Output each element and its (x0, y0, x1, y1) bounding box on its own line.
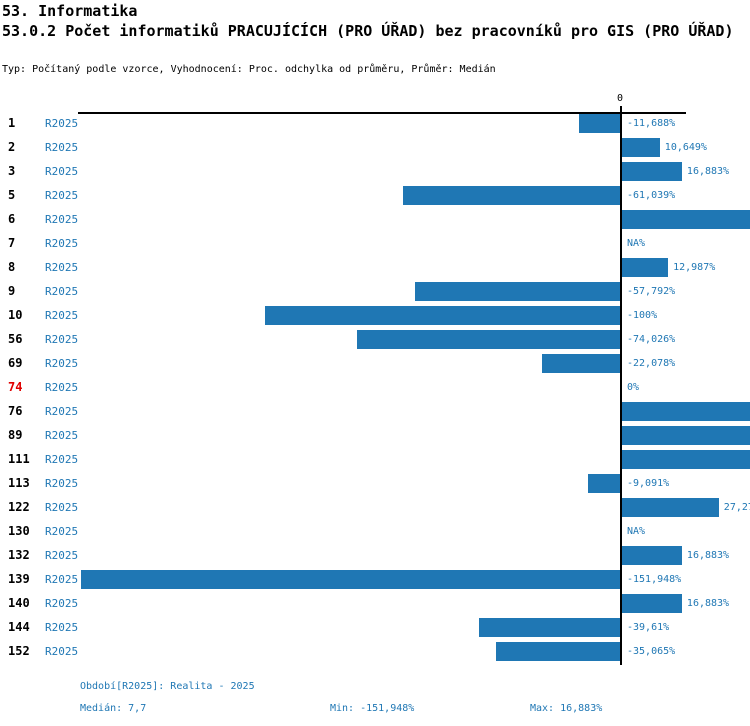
row-number: 76 (8, 404, 23, 418)
bar (622, 258, 669, 277)
value-label: -39,61% (627, 622, 670, 633)
footer-max: Max: 16,883% (530, 703, 603, 714)
period-link[interactable]: R2025 (45, 117, 79, 130)
value-label: NA% (627, 238, 646, 249)
value-label: 10,649% (664, 142, 707, 153)
period-link[interactable]: R2025 (45, 573, 79, 586)
bar (265, 306, 620, 325)
value-label: 16,883% (686, 598, 730, 609)
row-number: 5 (8, 188, 16, 202)
value-label: 12,987% (673, 262, 716, 273)
value-label: -74,026% (627, 334, 676, 345)
bar (414, 282, 620, 301)
value-label: 16,883% (686, 166, 730, 177)
zero-axis-label: 0 (617, 93, 624, 104)
period-link[interactable]: R2025 (45, 357, 79, 370)
row-number: 122 (8, 500, 30, 514)
period-link[interactable]: R2025 (45, 429, 79, 442)
row-number: 1 (8, 116, 16, 130)
period-link[interactable]: R2025 (45, 261, 79, 274)
period-link[interactable]: R2025 (45, 621, 79, 634)
bar (622, 594, 682, 613)
period-link[interactable]: R2025 (45, 645, 79, 658)
bar (578, 114, 620, 133)
bar (622, 210, 750, 229)
bar (622, 426, 750, 445)
row-number: 111 (8, 452, 30, 466)
bar (622, 546, 682, 565)
period-link[interactable]: R2025 (45, 381, 79, 394)
value-label: 27,27 (723, 502, 750, 513)
row-number: 9 (8, 284, 16, 298)
row-number: 56 (8, 332, 23, 346)
row-number: 132 (8, 548, 30, 562)
row-number: 7 (8, 236, 16, 250)
bar (622, 450, 750, 469)
value-label: 0% (627, 382, 640, 393)
value-label: NA% (627, 526, 646, 537)
bar (622, 138, 660, 157)
report-section-title: 53. Informatika (2, 2, 138, 20)
row-number: 8 (8, 260, 16, 274)
period-link[interactable]: R2025 (45, 333, 79, 346)
row-number: 130 (8, 524, 30, 538)
footer-period: Období[R2025]: Realita - 2025 (80, 681, 255, 692)
period-link[interactable]: R2025 (45, 165, 79, 178)
value-label: -100% (627, 310, 658, 321)
bar (587, 474, 620, 493)
chart-top-border (78, 112, 686, 114)
period-link[interactable]: R2025 (45, 453, 79, 466)
zero-axis-line (620, 106, 622, 665)
bar (541, 354, 620, 373)
period-link[interactable]: R2025 (45, 525, 79, 538)
row-number: 140 (8, 596, 30, 610)
bar (622, 402, 750, 421)
period-link[interactable]: R2025 (45, 285, 79, 298)
period-link[interactable]: R2025 (45, 477, 79, 490)
period-link[interactable]: R2025 (45, 213, 79, 226)
value-label: -151,948% (627, 574, 682, 585)
row-number: 10 (8, 308, 23, 322)
period-link[interactable]: R2025 (45, 189, 79, 202)
period-link[interactable]: R2025 (45, 237, 79, 250)
period-link[interactable]: R2025 (45, 309, 79, 322)
value-label: -22,078% (627, 358, 676, 369)
value-label: -57,792% (627, 286, 676, 297)
row-number: 152 (8, 644, 30, 658)
period-link[interactable]: R2025 (45, 405, 79, 418)
row-number: 2 (8, 140, 16, 154)
row-number: 74 (8, 380, 23, 394)
bar (622, 498, 719, 517)
row-number: 89 (8, 428, 23, 442)
report-indicator-title: 53.0.2 Počet informatiků PRACUJÍCÍCH (PR… (2, 22, 734, 40)
row-number: 144 (8, 620, 30, 634)
period-link[interactable]: R2025 (45, 501, 79, 514)
bar (80, 570, 620, 589)
value-label: -11,688% (627, 118, 676, 129)
period-link[interactable]: R2025 (45, 597, 79, 610)
row-number: 6 (8, 212, 16, 226)
row-number: 113 (8, 476, 30, 490)
bar (479, 618, 620, 637)
indicator-meta-line: Typ: Počítaný podle vzorce, Vyhodnocení:… (2, 64, 496, 75)
period-link[interactable]: R2025 (45, 549, 79, 562)
value-label: -61,039% (627, 190, 676, 201)
row-number: 69 (8, 356, 23, 370)
value-label: -35,065% (627, 646, 676, 657)
row-number: 3 (8, 164, 16, 178)
footer-median: Medián: 7,7 (80, 703, 147, 714)
bar (357, 330, 620, 349)
bar (495, 642, 620, 661)
bar (403, 186, 620, 205)
period-link[interactable]: R2025 (45, 141, 79, 154)
bar (622, 162, 682, 181)
value-label: 16,883% (686, 550, 730, 561)
row-number: 139 (8, 572, 30, 586)
value-label: -9,091% (627, 478, 670, 489)
footer-min: Min: -151,948% (330, 703, 415, 714)
